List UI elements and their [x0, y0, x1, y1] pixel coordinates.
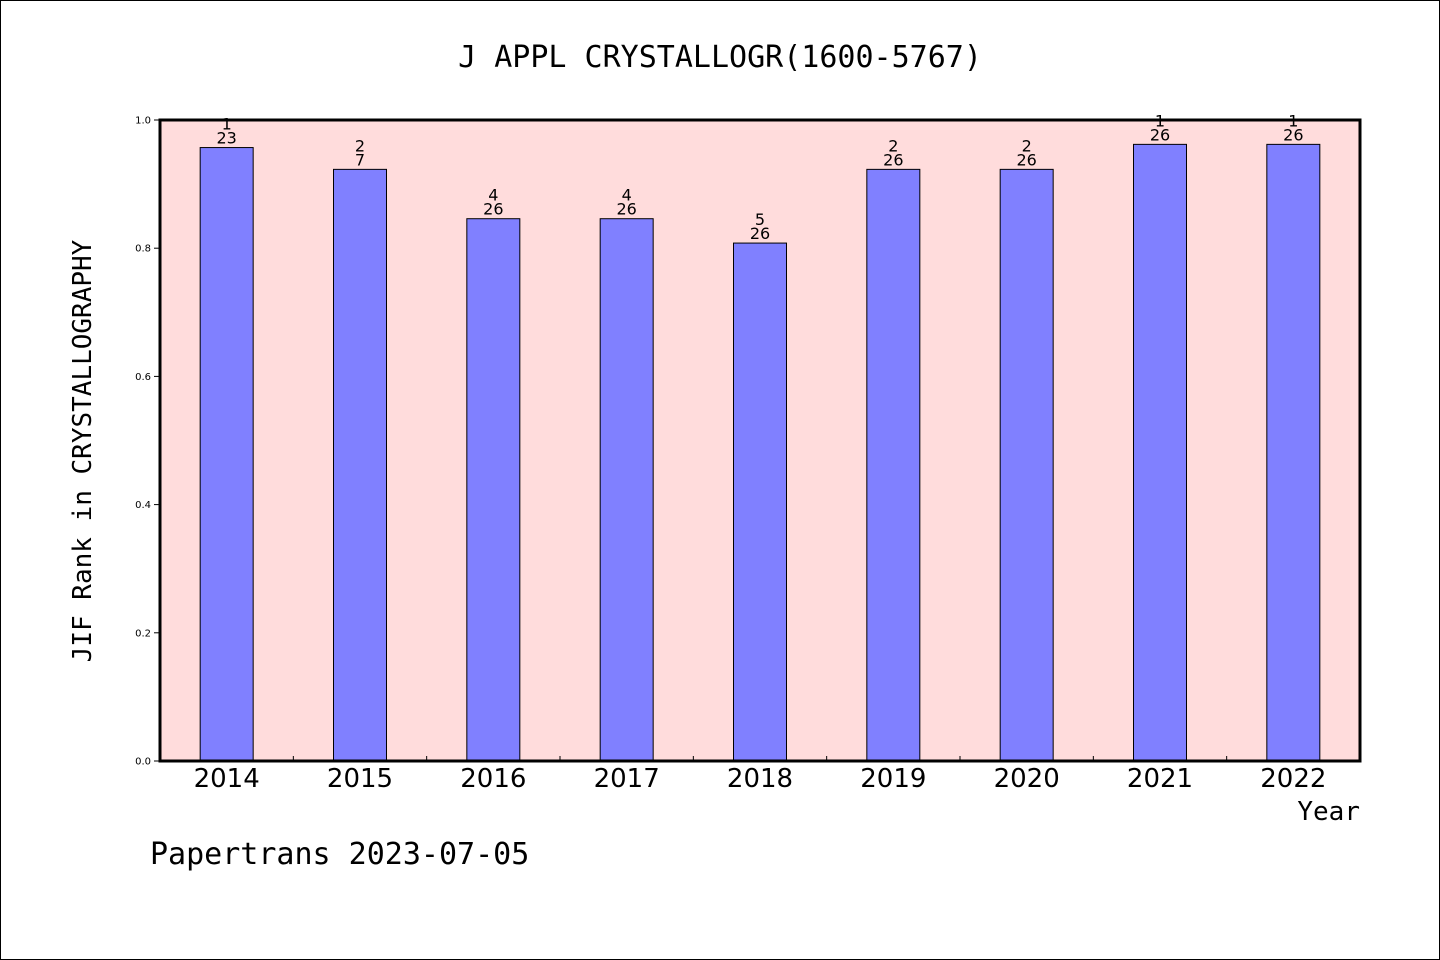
y-axis: 0.0 0.2 0.4 0.6 0.8 1.0 — [135, 116, 160, 768]
x-tick-label-2022: 2022 — [1260, 764, 1326, 794]
bar-2019 — [866, 168, 921, 762]
y-tick-label: 0.4 — [135, 500, 151, 511]
bars-layer — [199, 143, 1321, 762]
bar-total-label-2018: 26 — [750, 224, 770, 243]
bar-total-label-2020: 26 — [1016, 150, 1036, 169]
bar-2021 — [1133, 143, 1187, 762]
x-axis: 2014 2015 2016 2017 2018 2019 2020 2021 2022 — [194, 756, 1326, 794]
bar-rank-label-2018: 5 — [755, 210, 765, 229]
bar-2022 — [1266, 143, 1321, 762]
bar-2018 — [733, 242, 787, 762]
bar-rank-label-2015: 2 — [355, 136, 365, 155]
bar-rank-label-2014: 1 — [222, 115, 232, 134]
x-tick-label-2020: 2020 — [994, 764, 1060, 794]
bar-2017 — [599, 218, 654, 762]
x-tick-label-2021: 2021 — [1127, 764, 1193, 794]
bar-total-label-2017: 26 — [616, 200, 636, 219]
x-tick-label-2015: 2015 — [327, 764, 393, 794]
y-tick-label: 1.0 — [135, 116, 151, 127]
y-tick-label: 0.2 — [135, 628, 151, 639]
y-tick-label: 0.8 — [135, 244, 151, 255]
x-tick-label-2019: 2019 — [860, 764, 926, 794]
bar-total-label-2015: 7 — [355, 150, 365, 169]
x-tick-label-2018: 2018 — [727, 764, 793, 794]
bar-total-label-2019: 26 — [883, 150, 903, 169]
bar-total-label-2022: 26 — [1283, 125, 1303, 144]
x-tick-label-2014: 2014 — [194, 764, 260, 794]
footer-date-stamp: Papertrans 2023-07-05 — [150, 837, 529, 872]
bar-2020 — [999, 168, 1054, 762]
bar-rank-label-2017: 4 — [622, 186, 632, 205]
bar-2015 — [333, 168, 387, 762]
bar-total-label-2016: 26 — [483, 200, 503, 219]
chart-title: J APPL CRYSTALLOGR(1600-5767) — [458, 40, 982, 75]
bar-rank-label-2016: 4 — [488, 186, 498, 205]
plot-border — [158, 118, 1362, 763]
bar-rank-label-2020: 2 — [1022, 136, 1032, 155]
bar-rank-label-2019: 2 — [888, 136, 898, 155]
y-axis-title: JIF Rank in CRYSTALLOGRAPHY — [68, 239, 98, 662]
y-tick-label: 0.6 — [135, 372, 151, 383]
bar-total-label-2014: 23 — [216, 129, 236, 148]
bar-2014 — [199, 147, 254, 762]
x-tick-label-2016: 2016 — [460, 764, 526, 794]
x-tick-label-2017: 2017 — [594, 764, 660, 794]
bar-total-label-2021: 26 — [1150, 125, 1170, 144]
x-axis-title: Year — [1297, 797, 1360, 827]
bar-2016 — [466, 218, 521, 762]
y-tick-label: 0.0 — [135, 757, 151, 768]
